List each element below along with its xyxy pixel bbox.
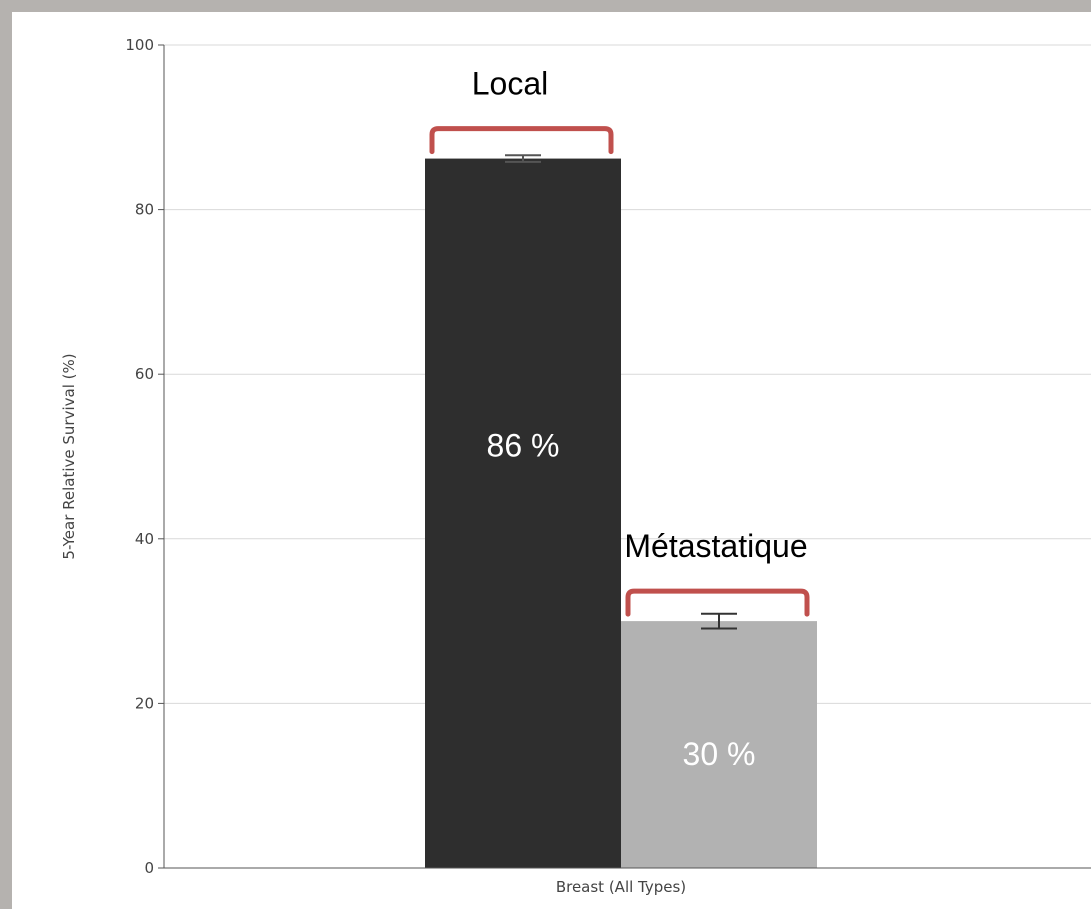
y-tick-label: 60 xyxy=(135,365,154,383)
annotations: Local Métastatique xyxy=(429,66,810,617)
error-bar-local xyxy=(505,154,541,163)
y-axis-title: 5-Year Relative Survival (%) xyxy=(60,353,78,559)
series-label-metastatic: Métastatique xyxy=(624,528,807,564)
bar-local xyxy=(425,158,621,869)
value-label-metastatic: 30 % xyxy=(683,736,756,772)
y-tick-label: 40 xyxy=(135,530,154,548)
bar-metastatic xyxy=(621,621,817,868)
error-bar-metastatic xyxy=(701,612,737,630)
y-tick-label: 20 xyxy=(135,694,154,712)
y-tick-label: 0 xyxy=(144,859,154,877)
y-tick-labels: 0 20 40 60 80 100 xyxy=(125,36,164,877)
y-tick-label: 100 xyxy=(125,36,154,54)
bars: 86 % 30 % xyxy=(425,154,817,869)
bracket-metastatic xyxy=(625,588,810,617)
y-tick-label: 80 xyxy=(135,201,154,219)
gridlines xyxy=(164,44,1091,704)
x-category-label: Breast (All Types) xyxy=(556,878,686,896)
value-label-local: 86 % xyxy=(487,428,560,464)
bracket-local xyxy=(429,126,614,155)
series-label-local: Local xyxy=(472,66,549,102)
chart-frame: 0 20 40 60 80 100 86 % 30 % Local Métastatique … xyxy=(12,12,1091,909)
